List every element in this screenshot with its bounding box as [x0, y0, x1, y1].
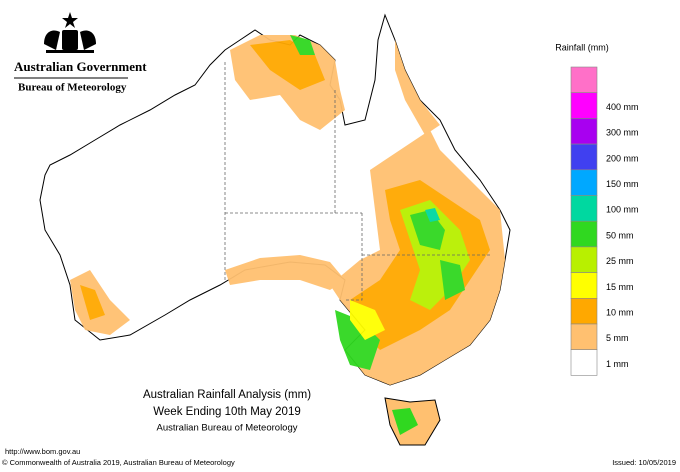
legend-swatch [570, 272, 598, 299]
legend-title: Rainfall (mm) [555, 42, 609, 52]
legend-label: 15 mm [606, 282, 634, 292]
footer-copyright: © Commonwealth of Australia 2019, Austra… [2, 458, 235, 467]
agency: Bureau of Meteorology [18, 82, 127, 94]
state-borders [224, 62, 490, 301]
legend-swatch [570, 118, 598, 145]
legend-label: 100 mm [606, 205, 639, 215]
legend-swatch [570, 246, 598, 273]
legend-swatch [570, 220, 598, 248]
legend-label: 1 mm [606, 359, 629, 369]
legend-label: 300 mm [606, 128, 639, 138]
legend-label: 50 mm [606, 230, 634, 240]
legend-swatch [570, 323, 598, 351]
caption-source: Australian Bureau of Meteorology [157, 423, 298, 434]
map [39, 13, 511, 446]
footer-url: http://www.bom.gov.au [5, 447, 80, 456]
legend-label: 10 mm [606, 308, 634, 318]
legend-swatch [570, 92, 598, 119]
legend-label: 5 mm [606, 333, 629, 343]
government: Australian Government [14, 59, 147, 74]
tasmania-rain [392, 408, 418, 435]
legend-swatch [570, 297, 598, 325]
caption-title: Australian Rainfall Analysis (mm) [143, 389, 311, 401]
legend: 400 mm 300 mm 200 mm 150 mm 100 mm 50 mm 25 mm… [570, 66, 639, 376]
legend-label: 400 mm [606, 102, 639, 112]
legend-swatch [570, 66, 598, 94]
legend-swatch [570, 169, 598, 196]
coat-of-arms [44, 12, 96, 53]
legend-swatch [570, 195, 598, 222]
legend-label: 200 mm [606, 153, 639, 163]
legend-swatch [570, 143, 598, 171]
legend-label: 25 mm [606, 256, 634, 266]
legend-label: 150 mm [606, 179, 639, 189]
caption-period: Week Ending 10th May 2019 [153, 406, 300, 418]
legend-swatch [570, 349, 598, 376]
rain-areas [70, 35, 505, 385]
footer-issued: Issued: 10/05/2019 [612, 458, 676, 467]
